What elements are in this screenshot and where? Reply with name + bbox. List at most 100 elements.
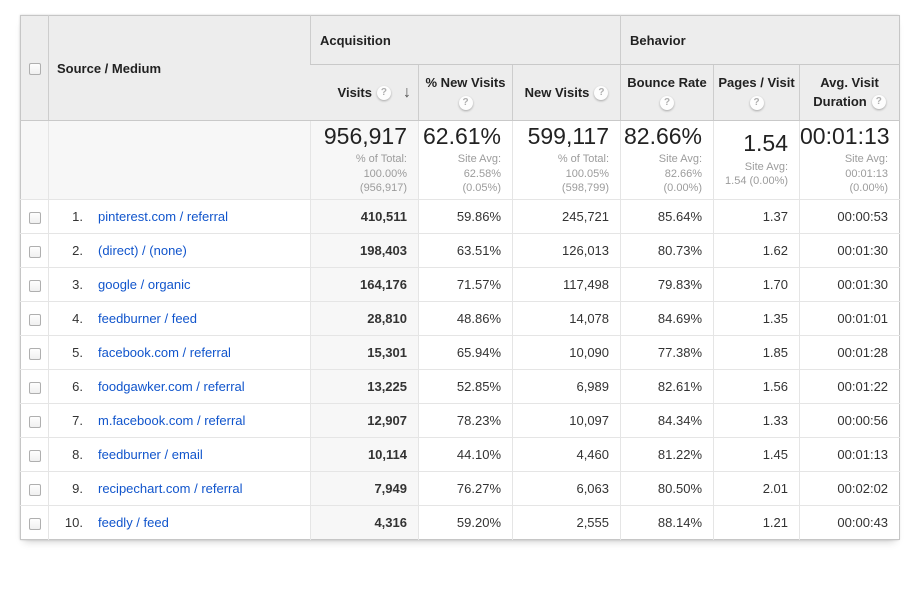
row-checkbox[interactable] <box>28 415 41 428</box>
bounce-rate-help-icon[interactable]: ? <box>660 95 675 110</box>
row-checkbox-cell <box>20 471 49 506</box>
cell-new-visits: 4,460 <box>511 437 621 472</box>
row-checkbox[interactable] <box>28 245 41 258</box>
column-header-bounce-rate[interactable]: Bounce Rate ? <box>620 64 714 121</box>
cell-pages-per-visit: 1.85 <box>713 335 800 370</box>
cell-visits: 4,316 <box>310 505 419 540</box>
cell-new-visits: 14,078 <box>511 301 621 336</box>
column-header-new-visits[interactable]: New Visits ? <box>511 64 621 121</box>
cell-new-visits: 117,498 <box>511 267 621 302</box>
row-checkbox[interactable] <box>28 449 41 462</box>
row-index: 1. <box>72 209 83 224</box>
column-header-avg-visit-duration[interactable]: Avg. Visit Duration? <box>799 64 900 121</box>
source-medium-cell: 10. feedly / feed <box>48 505 311 540</box>
cell-avg-visit-duration: 00:01:01 <box>799 301 900 336</box>
column-header-row: Visits ? ↓ % New Visits ? New Visits ? <box>21 64 900 121</box>
source-medium-link[interactable]: feedburner / email <box>98 447 203 462</box>
column-header-source-medium[interactable]: Source / Medium <box>48 15 311 121</box>
select-all-cell <box>20 15 49 121</box>
row-index: 7. <box>72 413 83 428</box>
cell-pct-new-visits: 48.86% <box>418 301 513 336</box>
pages-per-visit-label: Pages / Visit <box>718 75 795 91</box>
cell-bounce-rate: 80.50% <box>620 471 714 506</box>
table-row: 6. foodgawker.com / referral 13,225 52.85… <box>20 369 900 404</box>
table-row: 3. google / organic 164,176 71.57% 117,49… <box>20 267 900 302</box>
cell-pages-per-visit: 1.37 <box>713 199 800 234</box>
cell-pct-new-visits: 65.94% <box>418 335 513 370</box>
cell-visits: 164,176 <box>310 267 419 302</box>
summary-new-visits-note: % of Total: 100.05% (598,799) <box>557 153 610 195</box>
source-medium-link[interactable]: google / organic <box>98 277 191 292</box>
cell-bounce-rate: 84.34% <box>620 403 714 438</box>
source-medium-link[interactable]: feedburner / feed <box>98 311 198 326</box>
summary-checkbox-cell <box>20 120 49 200</box>
column-header-pages-per-visit[interactable]: Pages / Visit ? <box>713 64 800 121</box>
source-medium-link[interactable]: feedly / feed <box>98 515 169 530</box>
source-medium-label: Source / Medium <box>57 60 162 76</box>
summary-pct-new-visits: 62.61% Site Avg: 62.58% (0.05%) <box>418 120 513 200</box>
row-checkbox-cell <box>20 505 49 540</box>
new-visits-help-icon[interactable]: ? <box>594 85 609 100</box>
pct-new-visits-label: % New Visits <box>425 75 506 91</box>
table-row: 4. feedburner / feed 28,810 48.86% 14,078… <box>20 301 900 336</box>
source-medium-cell: 4. feedburner / feed <box>48 301 311 336</box>
summary-bounce-rate-value: 82.66% <box>624 123 703 150</box>
source-medium-cell: 8. feedburner / email <box>48 437 311 472</box>
cell-new-visits: 2,555 <box>511 505 621 540</box>
cell-pct-new-visits: 71.57% <box>418 267 513 302</box>
table-row: 2. (direct) / (none) 198,403 63.51% 126,0… <box>20 233 900 268</box>
cell-new-visits: 6,989 <box>511 369 621 404</box>
column-header-visits[interactable]: Visits ? ↓ <box>310 64 419 121</box>
cell-visits: 12,907 <box>310 403 419 438</box>
analytics-data-table-panel: Source / Medium Acquisition Behavior Vis… <box>20 15 901 540</box>
cell-visits: 13,225 <box>310 369 419 404</box>
cell-avg-visit-duration: 00:01:22 <box>799 369 900 404</box>
select-all-checkbox[interactable] <box>28 63 41 76</box>
row-checkbox[interactable] <box>28 279 41 292</box>
source-medium-link[interactable]: m.facebook.com / referral <box>98 413 246 428</box>
column-header-pct-new-visits[interactable]: % New Visits ? <box>418 64 513 121</box>
group-header-acquisition: Acquisition <box>309 15 621 65</box>
cell-pages-per-visit: 1.45 <box>713 437 800 472</box>
visits-label: Visits <box>337 85 372 100</box>
summary-pct-new-visits-note: Site Avg: 62.58% (0.05%) <box>457 153 501 195</box>
summary-visits-note: % of Total: 100.00% (956,917) <box>355 153 407 195</box>
source-medium-link[interactable]: pinterest.com / referral <box>98 209 229 224</box>
row-checkbox[interactable] <box>28 381 41 394</box>
row-checkbox[interactable] <box>28 211 41 224</box>
summary-pages-per-visit-value: 1.54 <box>743 130 789 157</box>
cell-bounce-rate: 80.73% <box>620 233 714 268</box>
source-medium-link[interactable]: recipechart.com / referral <box>98 481 243 496</box>
summary-bounce-rate-note: Site Avg: 82.66% (0.00%) <box>658 153 703 195</box>
row-checkbox-cell <box>20 369 49 404</box>
cell-new-visits: 245,721 <box>511 199 621 234</box>
cell-pages-per-visit: 1.21 <box>713 505 800 540</box>
new-visits-label: New Visits <box>524 85 590 100</box>
source-medium-link[interactable]: facebook.com / referral <box>98 345 231 360</box>
summary-visits-value: 956,917 <box>323 123 407 150</box>
source-medium-cell: 2. (direct) / (none) <box>48 233 311 268</box>
source-medium-cell: 7. m.facebook.com / referral <box>48 403 311 438</box>
row-checkbox[interactable] <box>28 483 41 496</box>
row-checkbox[interactable] <box>28 313 41 326</box>
row-checkbox-cell <box>20 233 49 268</box>
row-checkbox[interactable] <box>28 517 41 530</box>
summary-new-visits: 599,117 % of Total: 100.05% (598,799) <box>511 120 621 200</box>
pages-per-visit-help-icon[interactable]: ? <box>749 95 764 110</box>
row-checkbox-cell <box>20 335 49 370</box>
avg-visit-duration-help-icon[interactable]: ? <box>871 95 886 110</box>
source-medium-table: Source / Medium Acquisition Behavior Vis… <box>20 15 901 540</box>
source-medium-link[interactable]: (direct) / (none) <box>98 243 187 258</box>
visits-help-icon[interactable]: ? <box>376 85 391 100</box>
row-index: 5. <box>72 345 83 360</box>
row-checkbox[interactable] <box>28 347 41 360</box>
table-row: 1. pinterest.com / referral 410,511 59.86… <box>20 199 900 234</box>
bounce-rate-label: Bounce Rate <box>627 75 707 91</box>
cell-pages-per-visit: 1.33 <box>713 403 800 438</box>
sort-desc-icon[interactable]: ↓ <box>403 83 411 101</box>
row-index: 9. <box>72 481 83 496</box>
cell-bounce-rate: 79.83% <box>620 267 714 302</box>
cell-avg-visit-duration: 00:01:28 <box>799 335 900 370</box>
pct-new-visits-help-icon[interactable]: ? <box>458 95 473 110</box>
source-medium-link[interactable]: foodgawker.com / referral <box>98 379 245 394</box>
